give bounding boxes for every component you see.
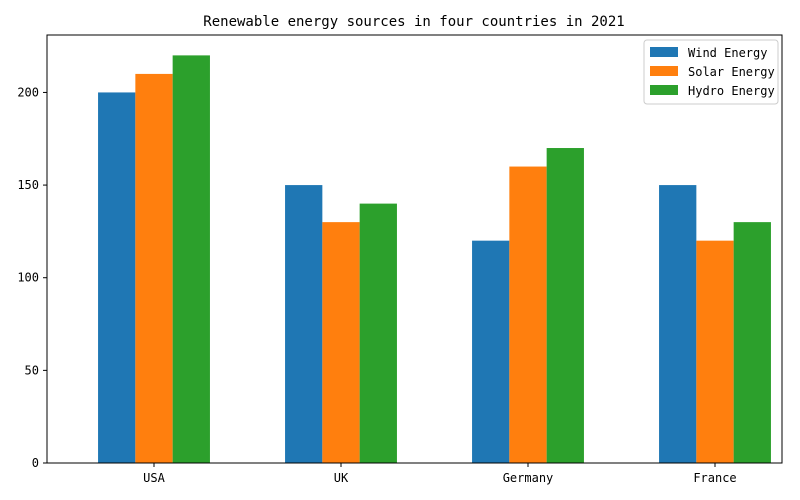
legend-swatch-solar-energy (650, 66, 678, 76)
legend-swatch-wind-energy (650, 47, 678, 57)
bar-hydro-energy-usa (172, 55, 210, 463)
bar-hydro-energy-germany (546, 148, 584, 463)
x-tick-label: UK (334, 471, 349, 485)
legend-label-hydro-energy: Hydro Energy (688, 84, 775, 98)
bar-solar-energy-france (696, 240, 734, 463)
axes-layer: 0 50 100 150 200 USA UK Germany France (17, 34, 783, 485)
bar-hydro-energy-france (733, 222, 771, 463)
bar-wind-energy-france (659, 185, 697, 463)
y-tick-label: 0 (32, 456, 39, 470)
x-tick-label: USA (143, 471, 165, 485)
bar-hydro-energy-uk (359, 203, 397, 464)
y-tick-label: 200 (17, 85, 39, 99)
bar-wind-energy-usa (98, 92, 136, 463)
bar-wind-energy-uk (285, 185, 323, 463)
axes-frame (46, 34, 783, 464)
legend-swatch-hydro-energy (650, 85, 678, 95)
bar-solar-energy-usa (135, 73, 173, 463)
x-tick-label: France (693, 471, 736, 485)
x-tick-label: Germany (503, 471, 554, 485)
bar-solar-energy-uk (322, 222, 360, 463)
bars-layer (98, 55, 771, 464)
y-tick-label: 150 (17, 178, 39, 192)
y-tick-label: 100 (17, 271, 39, 285)
legend: Wind Energy Solar Energy Hydro Energy (643, 39, 779, 105)
legend-label-solar-energy: Solar Energy (688, 65, 775, 79)
y-tick-label: 50 (25, 363, 39, 377)
legend-label-wind-energy: Wind Energy (688, 46, 767, 60)
bar-solar-energy-germany (509, 166, 547, 464)
chart-title: Renewable energy sources in four countri… (203, 14, 624, 30)
bar-wind-energy-germany (472, 240, 510, 463)
